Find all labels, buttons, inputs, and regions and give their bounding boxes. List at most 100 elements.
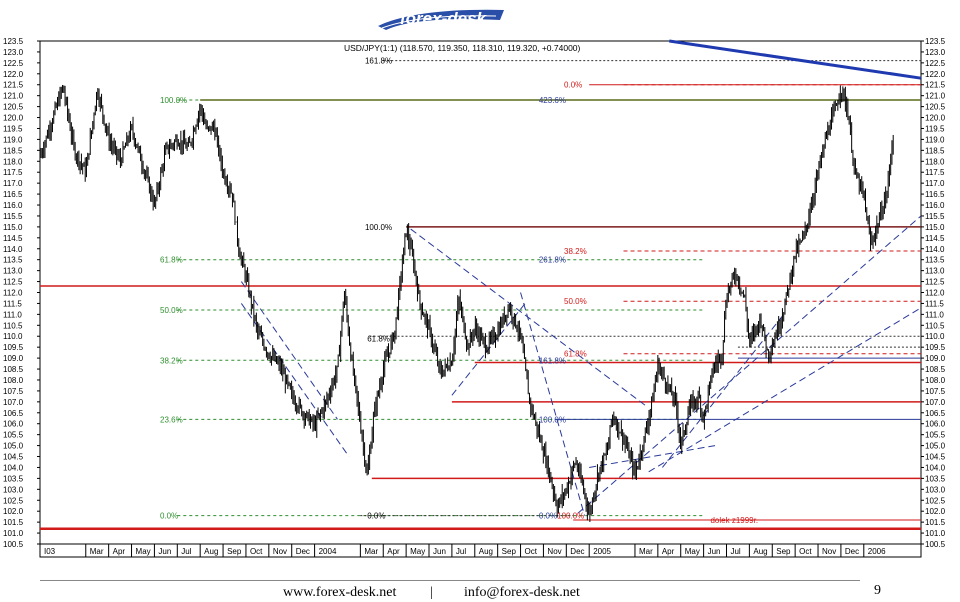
y-tick-label-right: 114.0 bbox=[925, 245, 945, 254]
logo-swoosh-icon: forex-desk bbox=[378, 9, 504, 30]
y-tick-label-left: 103.0 bbox=[3, 485, 24, 494]
fib-left-label: 38.2% bbox=[160, 356, 183, 365]
y-tick-label-right: 104.5 bbox=[925, 453, 946, 462]
y-tick-label-right: 109.0 bbox=[925, 354, 946, 363]
y-tick-label-left: 119.5 bbox=[3, 124, 23, 133]
y-tick-label-left: 115.0 bbox=[3, 223, 23, 232]
x-tick-label: Oct bbox=[525, 547, 538, 556]
y-tick-label-left: 111.5 bbox=[3, 299, 22, 308]
y-tick-label-right: 105.5 bbox=[925, 431, 946, 440]
y-tick-label-left: 102.5 bbox=[3, 496, 24, 505]
y-tick-label-left: 122.0 bbox=[3, 70, 24, 79]
x-tick-label: Dec bbox=[570, 547, 584, 556]
x-tick-label: Mar bbox=[90, 547, 104, 556]
chart-annotation: 0.0% bbox=[367, 512, 385, 521]
y-tick-label-left: 112.5 bbox=[3, 278, 23, 287]
y-tick-label-right: 122.5 bbox=[925, 59, 946, 68]
x-tick-label: May bbox=[685, 547, 700, 556]
y-tick-label-right: 107.0 bbox=[925, 398, 946, 407]
y-tick-label-left: 123.0 bbox=[3, 48, 24, 57]
x-tick-label: Sep bbox=[502, 547, 517, 556]
footer-email-link[interactable]: info@forex-desk.net bbox=[464, 585, 580, 600]
fib-right-label: 0.0% bbox=[564, 81, 582, 90]
y-tick-label-right: 113.0 bbox=[925, 267, 945, 276]
page-number: 9 bbox=[874, 583, 881, 598]
y-tick-label-right: 118.5 bbox=[925, 146, 945, 155]
trend-line bbox=[240, 281, 338, 420]
plot-area bbox=[39, 40, 922, 545]
y-tick-label-right: 120.5 bbox=[925, 103, 946, 112]
y-tick-label-left: 118.0 bbox=[3, 157, 23, 166]
x-tick-label: Dec bbox=[845, 547, 859, 556]
x-tick-label: I03 bbox=[44, 547, 56, 556]
x-tick-label: Sep bbox=[776, 547, 791, 556]
chart-annotation: dolek z1999r. bbox=[710, 516, 758, 525]
x-tick-label: Aug bbox=[753, 547, 767, 556]
x-tick-label: Apr bbox=[387, 547, 400, 556]
y-tick-label-left: 105.5 bbox=[3, 431, 24, 440]
y-tick-label-right: 106.5 bbox=[925, 409, 946, 418]
fib-left-label: 100.0% bbox=[160, 96, 187, 105]
fib-left-label: 0.0% bbox=[160, 512, 178, 521]
fib-right-label: 38.2% bbox=[564, 247, 587, 256]
x-tick-label: Aug bbox=[204, 547, 218, 556]
y-tick-label-right: 101.0 bbox=[925, 529, 946, 538]
y-tick-label-right: 115.0 bbox=[925, 223, 945, 232]
y-tick-label-left: 121.0 bbox=[3, 92, 24, 101]
y-tick-label-right: 107.5 bbox=[925, 387, 946, 396]
y-tick-label-right: 122.0 bbox=[925, 70, 946, 79]
x-tick-label: Nov bbox=[822, 547, 836, 556]
y-tick-label-right: 110.0 bbox=[925, 332, 945, 341]
y-tick-label-left: 107.0 bbox=[3, 398, 24, 407]
y-tick-label-left: 120.0 bbox=[3, 114, 24, 123]
y-tick-label-left: 109.0 bbox=[3, 354, 24, 363]
footer-divider bbox=[40, 580, 860, 581]
y-tick-label-left: 106.0 bbox=[3, 420, 24, 429]
chart-annotation: 61.8% bbox=[367, 334, 390, 343]
y-tick-label-right: 123.5 bbox=[925, 37, 946, 46]
y-tick-label-right: 114.5 bbox=[925, 234, 945, 243]
trend-line bbox=[240, 303, 350, 457]
usdjpy-chart: 123.5 123.5 123.0 123.0 122.5 122.5 122.0 122.0… bbox=[3, 37, 946, 558]
y-tick-label-left: 119.0 bbox=[3, 135, 23, 144]
y-tick-label-left: 121.5 bbox=[3, 81, 24, 90]
footer-website-link[interactable]: www.forex-desk.net bbox=[283, 585, 397, 600]
y-tick-label-right: 108.0 bbox=[925, 376, 946, 385]
y-tick-label-left: 114.5 bbox=[3, 234, 23, 243]
y-tick-label-right: 116.0 bbox=[925, 201, 945, 210]
fib-left-label: 50.0% bbox=[160, 306, 183, 315]
y-tick-label-right: 119.0 bbox=[925, 135, 945, 144]
y-tick-label-right: 117.5 bbox=[925, 168, 945, 177]
y-tick-label-left: 113.0 bbox=[3, 267, 23, 276]
y-tick-label-left: 118.5 bbox=[3, 146, 23, 155]
y-tick-label-left: 117.5 bbox=[3, 168, 23, 177]
y-tick-label-right: 120.0 bbox=[925, 114, 946, 123]
y-tick-label-right: 119.5 bbox=[925, 124, 945, 133]
fib-mid-label: 0.0% bbox=[539, 512, 557, 521]
y-tick-label-left: 108.5 bbox=[3, 365, 24, 374]
fib-mid-label: 161.8% bbox=[539, 356, 566, 365]
y-tick-label-left: 109.5 bbox=[3, 343, 24, 352]
y-tick-label-left: 110.0 bbox=[3, 332, 23, 341]
fib-right-label: 50.0% bbox=[564, 297, 587, 306]
y-tick-label-right: 123.0 bbox=[925, 48, 946, 57]
chart-annotation: 100.0% bbox=[557, 512, 584, 521]
x-tick-label: Apr bbox=[113, 547, 126, 556]
y-tick-label-left: 115.5 bbox=[3, 212, 23, 221]
x-tick-label: Nov bbox=[547, 547, 561, 556]
y-tick-label-right: 111.5 bbox=[925, 299, 944, 308]
y-tick-label-right: 103.5 bbox=[925, 474, 946, 483]
x-tick-label: Sep bbox=[227, 547, 242, 556]
y-tick-label-left: 116.5 bbox=[3, 190, 23, 199]
y-tick-label-right: 109.5 bbox=[925, 343, 946, 352]
y-tick-label-right: 112.0 bbox=[925, 289, 945, 298]
x-tick-label: Dec bbox=[296, 547, 310, 556]
x-tick-label: Aug bbox=[479, 547, 493, 556]
y-tick-label-right: 118.0 bbox=[925, 157, 945, 166]
footer-separator: | bbox=[430, 585, 433, 600]
y-tick-label-left: 117.0 bbox=[3, 179, 23, 188]
y-tick-label-left: 112.0 bbox=[3, 289, 23, 298]
y-tick-label-left: 101.5 bbox=[3, 518, 24, 527]
y-tick-label-right: 115.5 bbox=[925, 212, 945, 221]
y-tick-label-left: 116.0 bbox=[3, 201, 23, 210]
